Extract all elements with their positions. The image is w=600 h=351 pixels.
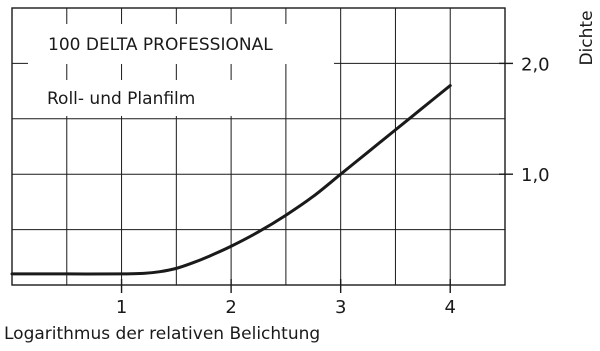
- x-tick-label: 4: [444, 297, 455, 318]
- plot-border: [11, 7, 506, 286]
- density-curve: [10, 84, 452, 276]
- annotation-box-title: [28, 24, 334, 64]
- annotation-film-title: 100 DELTA PROFESSIONAL: [48, 35, 273, 55]
- tick-marks: [120, 62, 513, 293]
- x-tick-label: 2: [225, 297, 236, 318]
- x-tick-labels: 1 2 3 4: [116, 297, 456, 318]
- y-axis-title: Dichte: [577, 10, 597, 65]
- y-tick-label: 2,0: [521, 54, 550, 75]
- y-tick-labels: 1,0 2,0: [521, 54, 550, 186]
- y-tick-label: 1,0: [521, 165, 550, 186]
- x-tick-label: 1: [116, 297, 127, 318]
- x-axis-title: Logarithmus der relativen Belichtung: [4, 324, 320, 344]
- annotation-film-type: Roll- und Planfilm: [47, 89, 195, 109]
- plot-frame: [11, 7, 506, 286]
- x-tick-label: 3: [335, 297, 346, 318]
- annotation-box-subtitle: [28, 80, 234, 116]
